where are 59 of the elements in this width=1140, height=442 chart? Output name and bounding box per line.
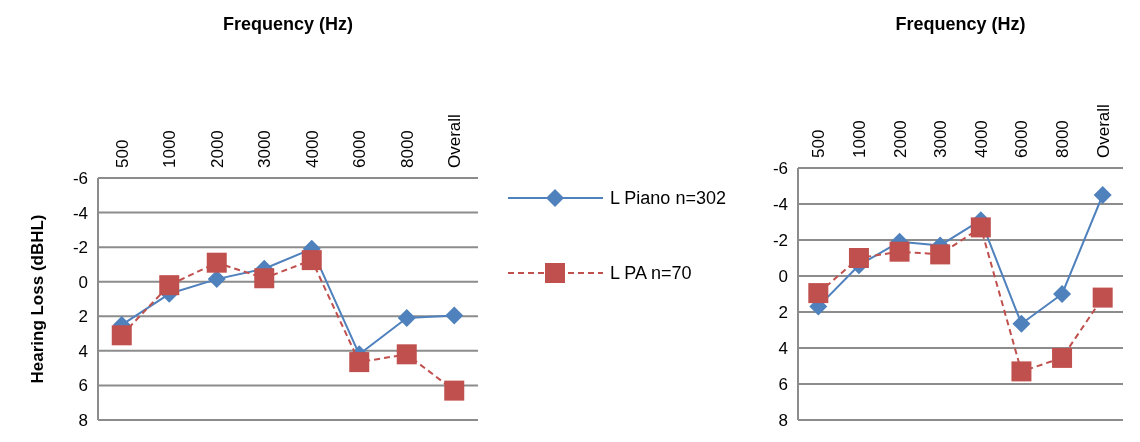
x-tick-label: 3000 (931, 120, 951, 158)
x-tick-label: 2000 (207, 130, 227, 168)
y-tick-label: 2 (78, 307, 88, 327)
point (445, 306, 464, 325)
point (254, 268, 275, 289)
y-tick-label: -2 (772, 230, 788, 250)
chart-title: Frequency (Hz) (895, 14, 1026, 34)
point (808, 283, 829, 304)
point (1093, 186, 1112, 204)
y-tick-label: 0 (778, 266, 788, 286)
y-tick-label: -6 (772, 158, 788, 178)
y-tick-label: 8 (78, 410, 88, 430)
point (207, 270, 226, 289)
point (1011, 361, 1032, 382)
point (396, 344, 417, 365)
point (1052, 347, 1073, 368)
y-tick-label: 2 (778, 302, 788, 322)
y-tick-label: -4 (772, 194, 788, 214)
point (889, 241, 910, 262)
y-tick-label: 6 (78, 376, 88, 396)
y-tick-label: -6 (72, 168, 88, 188)
point (930, 244, 951, 265)
x-tick-label: 6000 (350, 130, 370, 168)
text: L PA n=70 (610, 263, 692, 284)
x-tick-label: 500 (112, 139, 132, 168)
x-tick-label: 1000 (849, 120, 869, 158)
x-tick-label: 500 (809, 129, 829, 158)
x-tick-label: 3000 (255, 130, 275, 168)
point (848, 248, 869, 268)
point (111, 325, 132, 346)
y-tick-label: -2 (72, 238, 88, 258)
x-tick-label: 8000 (1053, 120, 1073, 158)
point (1053, 285, 1072, 303)
point (301, 250, 322, 271)
point (1092, 287, 1113, 308)
y-tick-label: -4 (72, 203, 88, 223)
x-tick-label: Overall (1093, 104, 1113, 158)
x-tick-label: Overall (445, 114, 465, 168)
y-tick-label: 6 (778, 374, 788, 394)
y-tick-label: 0 (78, 272, 88, 292)
point (159, 275, 180, 296)
point (970, 217, 991, 238)
chart-title: Frequency (Hz) (222, 14, 354, 34)
x-tick-label: 4000 (302, 130, 322, 168)
point (349, 352, 370, 373)
y-axis-title: Hearing Loss (dBHL) (28, 214, 47, 384)
point (397, 309, 416, 328)
y-tick-label: 4 (778, 338, 788, 358)
point (206, 252, 227, 273)
x-tick-label: 6000 (1012, 120, 1032, 158)
x-tick-label: 2000 (890, 120, 910, 158)
point (1012, 314, 1031, 333)
x-tick-label: 8000 (397, 130, 417, 168)
y-tick-label: 4 (78, 341, 88, 361)
text: L Piano n=302 (610, 188, 726, 209)
x-tick-label: 4000 (971, 120, 991, 158)
x-tick-label: 1000 (160, 130, 180, 168)
y-tick-label: 8 (778, 410, 788, 430)
point (444, 380, 465, 401)
